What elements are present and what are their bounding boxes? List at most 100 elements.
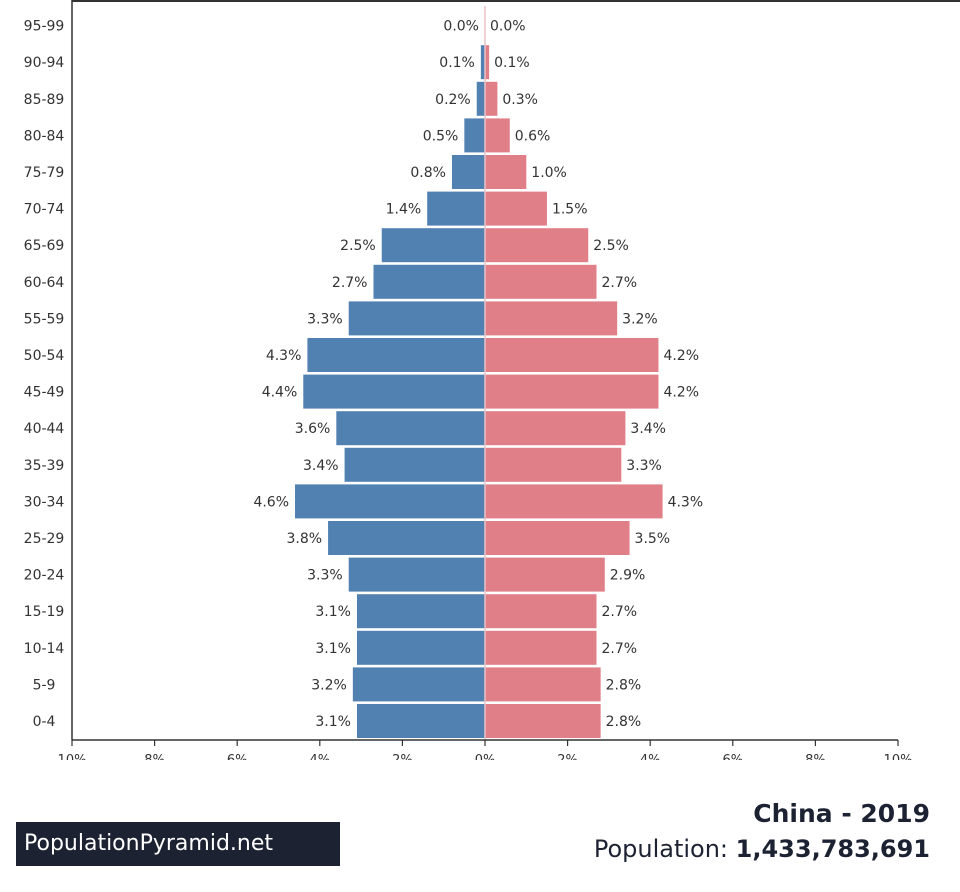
left-bar-value-label: 4.3%: [266, 348, 302, 364]
right-bar-value-label: 3.5%: [635, 531, 671, 547]
right-bar-value-label: 0.1%: [494, 55, 530, 71]
left-bar: [348, 557, 485, 592]
left-bar-value-label: 0.0%: [443, 19, 479, 35]
age-group-label: 10-14: [24, 641, 65, 657]
right-bar: [485, 155, 527, 189]
age-group-label: 80-84: [24, 128, 65, 144]
left-bar: [295, 484, 485, 519]
right-bar: [485, 301, 618, 336]
brand-logo[interactable]: PopulationPyramid.net: [16, 822, 340, 866]
chart-svg: 0-4 3.1% 2.8% 5-9 3.2% 2.8% 10-14 3.1% 2.7% 15-19…: [24, 0, 960, 760]
right-bar: [485, 374, 659, 409]
x-tick-label: 8%: [144, 753, 165, 760]
right-bar: [485, 447, 622, 482]
age-group-label: 95-99: [24, 19, 65, 35]
left-bar-value-label: 2.7%: [332, 275, 368, 291]
age-group-label: 75-79: [24, 165, 65, 181]
left-bar-value-label: 0.5%: [423, 128, 459, 144]
right-bar-value-label: 3.3%: [626, 458, 662, 474]
x-tick-label: 4%: [309, 753, 330, 760]
right-bar-value-label: 2.7%: [602, 641, 638, 657]
left-bar: [464, 118, 485, 153]
age-group-label: 25-29: [24, 531, 65, 547]
right-bar: [485, 521, 630, 555]
population-label: Population:: [593, 835, 729, 863]
age-group-label: 35-39: [24, 458, 65, 474]
age-group-label: 65-69: [24, 238, 65, 254]
right-bar-value-label: 1.0%: [531, 165, 567, 181]
left-bar-value-label: 0.1%: [439, 55, 475, 71]
left-bar: [328, 521, 485, 555]
left-bar: [480, 45, 485, 80]
right-bar-value-label: 0.0%: [490, 19, 526, 35]
right-bar-value-label: 2.8%: [606, 677, 642, 693]
chart-info: China - 2019 Population: 1,433,783,691: [594, 798, 930, 866]
right-bar-value-label: 0.3%: [502, 92, 538, 108]
right-bar-value-label: 2.7%: [602, 275, 638, 291]
right-bar: [485, 45, 490, 80]
left-bar: [476, 81, 485, 116]
age-group-label: 40-44: [24, 421, 65, 437]
right-bar: [485, 594, 597, 629]
left-bar-value-label: 2.5%: [340, 238, 376, 254]
age-group-label: 90-94: [24, 55, 65, 71]
right-bar-value-label: 2.9%: [610, 568, 646, 584]
left-bar-value-label: 3.1%: [315, 714, 351, 730]
right-bar-value-label: 1.5%: [552, 202, 588, 218]
left-bar: [307, 338, 485, 372]
left-bar-value-label: 3.3%: [307, 311, 343, 327]
x-tick-label: 6%: [722, 753, 743, 760]
left-bar-value-label: 3.1%: [315, 604, 351, 620]
population-value: 1,433,783,691: [735, 835, 930, 863]
chart-title: China - 2019: [753, 799, 930, 828]
left-bar: [356, 594, 485, 629]
right-bar: [485, 228, 589, 263]
age-group-label: 5-9: [33, 677, 56, 693]
left-bar-value-label: 4.6%: [253, 494, 289, 510]
left-bar: [427, 191, 485, 226]
age-group-label: 50-54: [24, 348, 65, 364]
age-group-label: 85-89: [24, 92, 65, 108]
right-bar-value-label: 3.4%: [630, 421, 666, 437]
x-tick-label: 2%: [557, 753, 578, 760]
right-bar: [485, 630, 597, 665]
left-bar-value-label: 3.3%: [307, 568, 343, 584]
age-group-label: 60-64: [24, 275, 65, 291]
age-group-label: 30-34: [24, 494, 65, 510]
left-bar-value-label: 3.8%: [286, 531, 322, 547]
left-bar-value-label: 3.6%: [295, 421, 331, 437]
x-tick-label: 6%: [227, 753, 248, 760]
left-bar: [303, 374, 485, 409]
right-bar-value-label: 2.8%: [606, 714, 642, 730]
left-bar: [356, 630, 485, 665]
right-bar: [485, 191, 547, 226]
right-bar-value-label: 0.6%: [515, 128, 551, 144]
left-bar: [348, 301, 485, 336]
age-group-label: 70-74: [24, 202, 65, 218]
population-pyramid-chart: 0-4 3.1% 2.8% 5-9 3.2% 2.8% 10-14 3.1% 2.7% 15-19…: [24, 0, 960, 760]
right-bar: [485, 484, 663, 519]
left-bar-value-label: 1.4%: [386, 202, 422, 218]
right-bar: [485, 704, 601, 738]
left-bar-value-label: 3.2%: [311, 677, 347, 693]
left-bar-value-label: 0.2%: [435, 92, 471, 108]
age-group-label: 45-49: [24, 385, 65, 401]
right-bar: [485, 667, 601, 702]
x-tick-label: 10%: [58, 753, 87, 760]
right-bar: [485, 81, 498, 116]
left-bar-value-label: 0.8%: [410, 165, 446, 181]
left-bar-value-label: 4.4%: [262, 385, 298, 401]
right-bar-value-label: 4.2%: [663, 348, 699, 364]
left-bar: [344, 447, 485, 482]
right-bar: [485, 557, 605, 592]
right-bar: [485, 118, 510, 153]
right-bar-value-label: 4.3%: [668, 494, 704, 510]
left-bar-value-label: 3.1%: [315, 641, 351, 657]
right-bar: [485, 411, 626, 446]
left-bar: [373, 264, 485, 299]
left-bar: [381, 228, 485, 263]
right-bar: [485, 338, 659, 372]
left-bar-value-label: 3.4%: [303, 458, 339, 474]
left-bar: [352, 667, 485, 702]
right-bar-value-label: 4.2%: [663, 385, 699, 401]
